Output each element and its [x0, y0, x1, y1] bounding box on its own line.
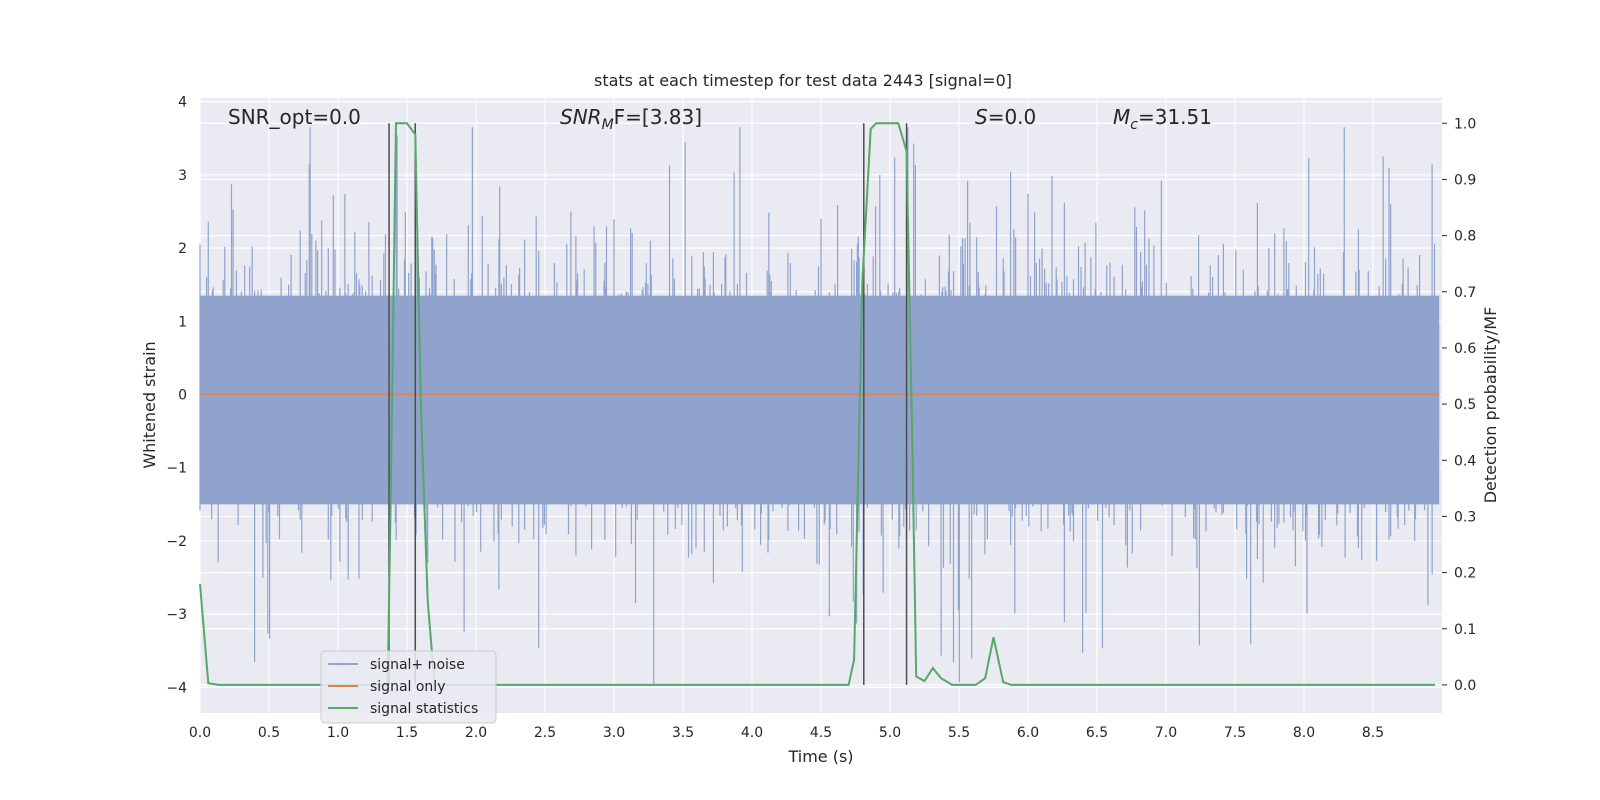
signal-statistics-series: [199, 122, 1436, 686]
x-tick-label-16: 8.0: [1293, 725, 1315, 741]
y-tick-label-6: −2: [166, 534, 187, 550]
x-tick-label-15: 7.5: [1224, 725, 1246, 741]
noise-core-band: [200, 295, 1440, 505]
annotation-mc-sub: c: [1130, 117, 1138, 133]
x-tick-label-4: 2.0: [465, 725, 487, 741]
x-tick-label-12: 6.0: [1017, 725, 1039, 741]
x-tick-label-8: 4.0: [741, 725, 763, 741]
y-tick-label-1: 3: [178, 168, 187, 184]
legend-box: [320, 650, 497, 724]
y-tick-label-8: −4: [166, 680, 187, 696]
legend-label-signal-only: signal only: [370, 679, 445, 695]
right-y-tick-label-0: 1.0: [1454, 116, 1476, 132]
annotation-snr-mf-tail: F=[3.83]: [614, 105, 702, 129]
right-y-tick-label-10: 0.0: [1454, 678, 1476, 694]
vertical-markers: [388, 123, 908, 685]
legend: signal+ noise signal only signal statist…: [320, 650, 497, 724]
right-y-tick-label-8: 0.2: [1454, 566, 1476, 582]
x-tick-label-13: 6.5: [1086, 725, 1108, 741]
x-tick-label-1: 0.5: [258, 725, 280, 741]
right-y-tick-label-4: 0.6: [1454, 341, 1476, 357]
y-axis-label: Whitened strain: [140, 341, 159, 468]
annotation-snr-mf-sub: M: [602, 117, 614, 133]
chart-title: stats at each timestep for test data 244…: [594, 71, 1012, 90]
x-axis-label: Time (s): [787, 747, 853, 766]
x-tick-label-7: 3.5: [672, 725, 694, 741]
right-y-axis-label: Detection probability/MF: [1481, 307, 1500, 504]
y-tick-label-3: 1: [178, 314, 187, 330]
right-y-tick-label-9: 0.1: [1454, 622, 1476, 638]
x-tick-label-11: 5.5: [948, 725, 970, 741]
right-y-axis-ticks: 1.0 0.9 0.8 0.7 0.6 0.5 0.4 0.3 0.2 0.1 0.0: [1442, 116, 1476, 694]
x-tick-label-2: 1.0: [327, 725, 349, 741]
x-tick-label-9: 4.5: [810, 725, 832, 741]
right-y-tick-label-7: 0.3: [1454, 509, 1476, 525]
y-tick-label-0: 4: [178, 95, 187, 111]
signal-noise-series: [199, 127, 1440, 684]
legend-label-signal-statistics: signal statistics: [370, 701, 478, 717]
right-y-tick-label-3: 0.7: [1454, 285, 1476, 301]
annotation-mc-main: M: [1113, 105, 1130, 129]
annotation-s-tail: =0.0: [988, 105, 1037, 129]
right-y-tick-label-5: 0.5: [1454, 397, 1476, 413]
y-tick-label-5: −1: [166, 461, 187, 477]
right-y-tick-label-2: 0.8: [1454, 229, 1476, 245]
annotation-mc-tail: =31.51: [1138, 105, 1212, 129]
annotation-s: S=0.0: [975, 105, 1036, 129]
x-tick-label-10: 5.0: [879, 725, 901, 741]
x-tick-label-14: 7.0: [1155, 725, 1177, 741]
annotation-snr-opt: SNR_opt=0.0: [228, 105, 361, 129]
y-tick-label-4: 0: [178, 388, 187, 404]
right-y-tick-label-6: 0.4: [1454, 453, 1476, 469]
x-tick-label-5: 2.5: [534, 725, 556, 741]
x-tick-label-17: 8.5: [1362, 725, 1384, 741]
annotation-s-main: S: [975, 105, 988, 129]
right-y-tick-label-1: 0.9: [1454, 172, 1476, 188]
x-axis-ticks: 0.0 0.5 1.0 1.5 2.0 2.5 3.0 3.5 4.0 4.5 5.0 5.5 6.0 6…: [189, 725, 1384, 741]
x-tick-label-0: 0.0: [189, 725, 211, 741]
y-tick-label-7: −3: [166, 607, 187, 623]
annotation-mc: Mc=31.51: [1113, 105, 1212, 133]
annotation-snr-mf: SNRMF=[3.83]: [560, 105, 702, 133]
x-tick-label-6: 3.0: [603, 725, 625, 741]
legend-label-signal-noise: signal+ noise: [370, 657, 465, 673]
annotation-snr-mf-main: SNR: [560, 105, 602, 129]
y-axis-ticks: 4 3 2 1 0 −1 −2 −3 −4: [166, 95, 187, 697]
x-tick-label-3: 1.5: [396, 725, 418, 741]
y-tick-label-2: 2: [178, 241, 187, 257]
